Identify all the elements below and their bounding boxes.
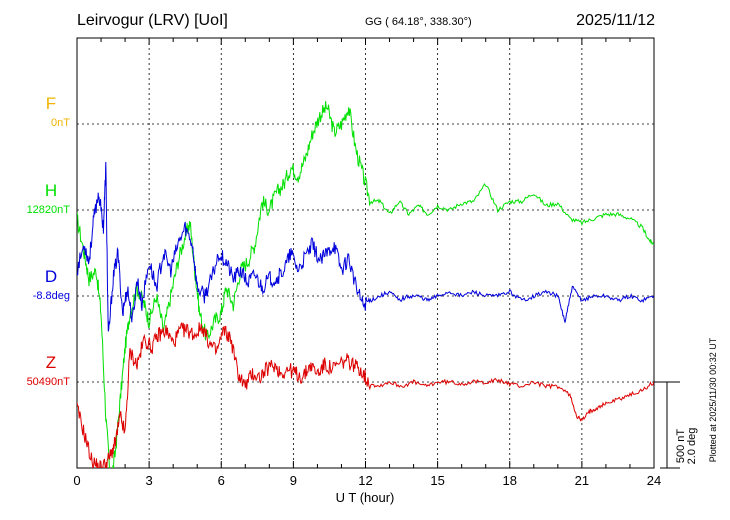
plotted-at: Plotted at 2025/11/30 00:32 UT	[708, 337, 718, 462]
label-D: D	[45, 267, 57, 286]
baseline-F: 0nT	[51, 117, 70, 129]
plot-frame	[76, 37, 655, 469]
scale-deg: 2.0 deg	[686, 428, 698, 465]
x-tick-label: 18	[503, 473, 517, 488]
label-F: F	[46, 94, 56, 113]
x-tick-label: 9	[290, 473, 297, 488]
scale-bar: 500 nT 2.0 deg	[654, 381, 698, 469]
x-tick-label: 6	[218, 473, 225, 488]
x-tick-label: 24	[647, 473, 661, 488]
traces	[77, 101, 654, 468]
x-tick-label: 0	[73, 473, 80, 488]
station-title: Leirvogur (LRV) [UoI]	[77, 12, 228, 29]
component-labels: F 0nT H 12820nT D -8.8deg Z 50490nT	[27, 94, 71, 388]
plot-date: 2025/11/12	[576, 12, 655, 29]
x-tick-label: 15	[430, 473, 444, 488]
label-Z: Z	[46, 353, 56, 372]
trace-H	[77, 101, 654, 468]
baseline-H: 12820nT	[27, 204, 71, 216]
x-axis-ticks: 0 3 6 9 12 15 18 21 24	[73, 473, 661, 488]
trace-Z	[77, 321, 654, 468]
baseline-Z: 50490nT	[27, 376, 71, 388]
x-tick-label: 21	[575, 473, 589, 488]
x-axis-label: U T (hour)	[336, 490, 395, 505]
scale-nt: 500 nT	[675, 429, 687, 464]
baseline-D: -8.8deg	[33, 290, 70, 302]
grid	[76, 38, 655, 468]
label-H: H	[45, 181, 57, 200]
coordinates: GG ( 64.18°, 338.30°)	[365, 16, 472, 28]
trace-D	[77, 161, 654, 332]
x-tick-label: 12	[358, 473, 372, 488]
x-tick-label: 3	[146, 473, 153, 488]
